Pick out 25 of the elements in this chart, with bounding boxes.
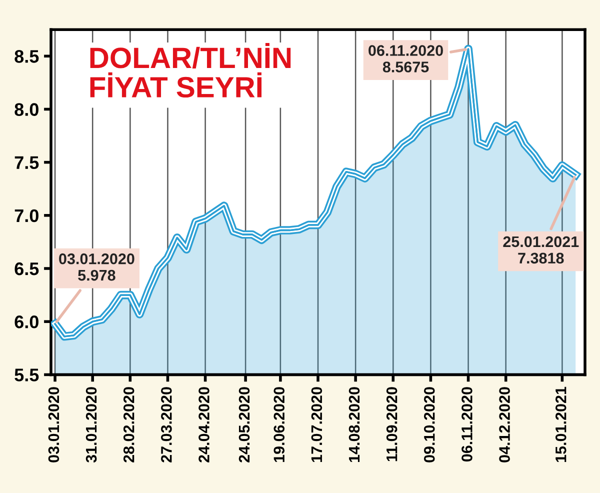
annotation: 25.01.2021 7.3818 xyxy=(503,236,579,264)
x-tick-label: 06.11.2020 xyxy=(462,387,472,462)
x-tick-label: 24.05.2020 xyxy=(238,387,250,462)
y-tick-label: 6.0 xyxy=(14,316,38,328)
annotation: 03.01.2020 5.978 xyxy=(59,253,134,281)
x-tick-label: 14.08.2020 xyxy=(348,387,360,462)
y-tick-label: 6.5 xyxy=(14,262,39,276)
x-tick-label: 17.07.2020 xyxy=(311,387,322,462)
y-tick-label: 5.5 xyxy=(14,368,39,382)
x-tick-label: 27.03.2020 xyxy=(161,387,172,462)
y-tick-label: 7.5 xyxy=(14,156,39,170)
x-tick-label: 03.01.2020 xyxy=(48,387,60,462)
y-tick-label: 7.0 xyxy=(14,209,38,222)
x-tick-label: 11.09.2020 xyxy=(386,387,398,462)
x-tick-label: 04.12.2020 xyxy=(499,387,510,462)
x-tick-label: 31.01.2020 xyxy=(86,387,97,463)
text: DOLAR/TL’NİN FİYAT SEYRİ xyxy=(90,43,291,98)
x-tick-label: 19.06.2020 xyxy=(274,387,285,462)
y-tick-label: 8.0 xyxy=(14,103,38,116)
annotation: 06.11.2020 8.5675 xyxy=(368,45,443,72)
x-tick-label: 09.10.2020 xyxy=(424,387,435,462)
x-tick-label: 15.01.2021 xyxy=(555,386,566,462)
x-tick-label: 24.04.2020 xyxy=(198,387,210,462)
x-tick-label: 28.02.2020 xyxy=(123,387,134,462)
y-tick-label: 8.5 xyxy=(14,50,39,63)
